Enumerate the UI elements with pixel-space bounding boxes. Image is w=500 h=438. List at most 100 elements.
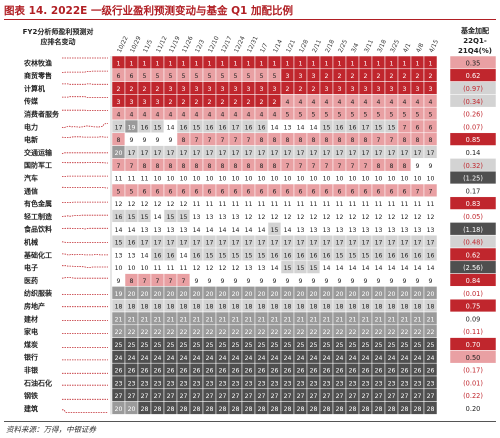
cell-value: 23 — [206, 380, 214, 387]
cell-value: 5 — [377, 112, 381, 119]
cell-value: 11 — [427, 201, 435, 208]
cell-value: 13 — [154, 227, 162, 234]
cell-value: 25 — [219, 342, 227, 349]
cell-value: 13 — [232, 214, 240, 221]
industry-label: 消费者服务 — [24, 110, 60, 119]
fund-value: (2.56) — [463, 264, 483, 272]
fund-value: (1.18) — [463, 226, 483, 234]
cell-value: 2 — [208, 99, 212, 106]
cell-value: 6 — [195, 188, 199, 195]
cell-value: 24 — [388, 355, 396, 362]
cell-value: 1 — [273, 60, 277, 67]
date-label: 3/11 — [363, 39, 375, 54]
industry-label: 农林牧渔 — [23, 58, 52, 67]
cell-value: 6 — [338, 188, 342, 195]
cell-value: 27 — [375, 393, 383, 400]
cell-value: 20 — [167, 291, 175, 298]
cell-value: 15 — [271, 227, 279, 234]
cell-value: 8 — [260, 137, 264, 144]
cell-value: 11 — [362, 201, 370, 208]
cell-value: 14 — [271, 124, 279, 131]
cell-value: 4 — [325, 99, 329, 106]
cell-value: 1 — [143, 60, 147, 67]
cell-value: 24 — [297, 355, 305, 362]
cell-value: 11 — [206, 201, 214, 208]
cell-value: 13 — [180, 227, 188, 234]
cell-value: 23 — [375, 380, 383, 387]
cell-value: 24 — [336, 355, 344, 362]
cell-value: 2 — [325, 73, 329, 80]
cell-value: 27 — [154, 393, 162, 400]
cell-value: 15 — [206, 252, 214, 259]
cell-value: 6 — [364, 188, 368, 195]
cell-value: 26 — [141, 368, 149, 375]
rank-sparkline — [62, 409, 108, 413]
cell-value: 7 — [221, 137, 225, 144]
cell-value: 2 — [312, 86, 316, 93]
cell-value: 8 — [364, 137, 368, 144]
cell-value: 1 — [403, 60, 407, 67]
cell-value: 24 — [310, 355, 318, 362]
cell-value: 26 — [414, 368, 422, 375]
cell-value: 26 — [310, 368, 318, 375]
cell-value: 11 — [271, 201, 279, 208]
cell-value: 5 — [260, 73, 264, 80]
date-label: 3/25 — [389, 39, 401, 54]
cell-value: 26 — [427, 368, 435, 375]
cell-value: 8 — [273, 137, 277, 144]
cell-value: 27 — [310, 393, 318, 400]
cell-value: 22 — [232, 329, 240, 336]
cell-value: 22 — [180, 329, 188, 336]
cell-value: 16 — [323, 252, 331, 259]
cell-value: 17 — [167, 240, 175, 247]
cell-value: 7 — [390, 137, 394, 144]
cell-value: 13 — [128, 252, 136, 259]
cell-value: 27 — [284, 393, 292, 400]
cell-value: 24 — [115, 355, 123, 362]
cell-value: 3 — [247, 86, 251, 93]
cell-value: 22 — [414, 329, 422, 336]
cell-value: 4 — [130, 112, 134, 119]
cell-value: 14 — [284, 227, 292, 234]
cell-value: 20 — [310, 291, 318, 298]
cell-value: 16 — [336, 124, 344, 131]
cell-value: 9 — [286, 278, 290, 285]
cell-value: 23 — [193, 380, 201, 387]
rank-sparkline — [62, 161, 108, 164]
cell-value: 21 — [128, 316, 136, 323]
cell-value: 23 — [258, 380, 266, 387]
cell-value: 1 — [234, 60, 238, 67]
cell-value: 15 — [297, 265, 305, 272]
cell-value: 2 — [130, 86, 134, 93]
cell-value: 23 — [271, 380, 279, 387]
cell-value: 24 — [154, 355, 162, 362]
cell-value: 12 — [167, 201, 175, 208]
cell-value: 23 — [245, 380, 253, 387]
cell-value: 1 — [325, 60, 329, 67]
cell-value: 1 — [351, 60, 355, 67]
cell-value: 23 — [284, 380, 292, 387]
cell-value: 27 — [206, 393, 214, 400]
cell-value: 28 — [310, 406, 318, 413]
cell-value: 5 — [325, 112, 329, 119]
cell-value: 23 — [401, 380, 409, 387]
cell-value: 3 — [312, 73, 316, 80]
cell-value: 7 — [312, 163, 316, 170]
date-label: 11/12 — [155, 35, 169, 54]
cell-value: 17 — [336, 150, 344, 157]
cell-value: 7 — [234, 137, 238, 144]
cell-value: 20 — [180, 291, 188, 298]
cell-value: 3 — [390, 86, 394, 93]
cell-value: 7 — [351, 163, 355, 170]
cell-value: 4 — [403, 99, 407, 106]
cell-value: 15 — [219, 252, 227, 259]
cell-value: 13 — [167, 227, 175, 234]
cell-value: 6 — [234, 188, 238, 195]
cell-value: 15 — [375, 124, 383, 131]
cell-value: 27 — [245, 393, 253, 400]
cell-value: 22 — [336, 329, 344, 336]
cell-value: 25 — [323, 342, 331, 349]
cell-value: 16 — [271, 252, 279, 259]
cell-value: 27 — [167, 393, 175, 400]
cell-value: 8 — [156, 163, 160, 170]
